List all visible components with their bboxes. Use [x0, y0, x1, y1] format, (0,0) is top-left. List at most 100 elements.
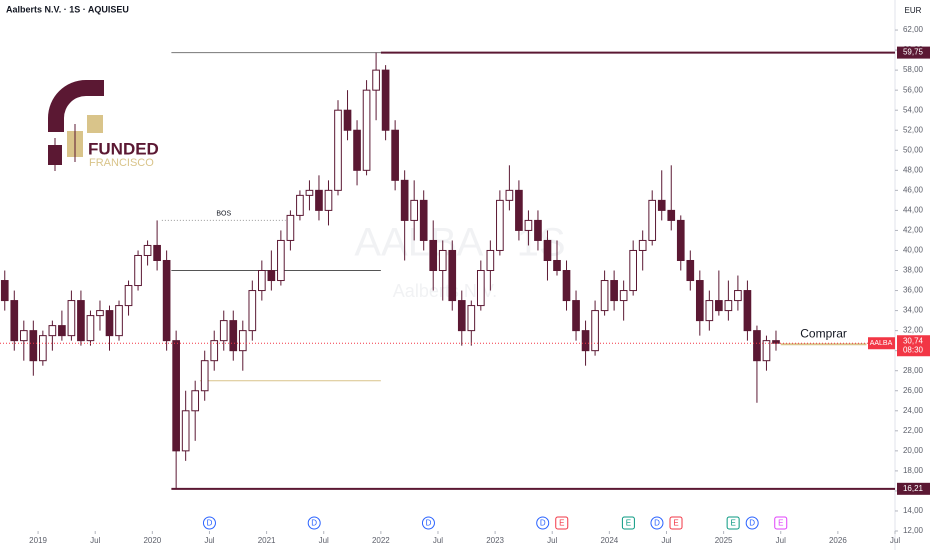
candle-body [210, 340, 219, 362]
candle-body [600, 280, 609, 312]
candle-body [143, 244, 152, 256]
candle-body [753, 330, 761, 362]
x-tick-label: Jul [204, 536, 214, 545]
event-marker [726, 516, 740, 530]
candle-body [448, 249, 457, 302]
y-tick-label: 48,00 [903, 165, 924, 174]
candle-body [96, 310, 104, 317]
candle-body [238, 330, 247, 352]
candle-body [553, 259, 561, 272]
y-tick-label: 40,00 [903, 246, 924, 255]
candle-body [676, 219, 685, 261]
candle-body [0, 280, 9, 302]
candle-body [772, 340, 780, 344]
logo-subtitle: FRANCISCO [89, 157, 154, 169]
logo-title: FUNDED [88, 139, 159, 158]
x-tick-label: Jul [661, 536, 671, 545]
candle-body [648, 199, 657, 241]
logo-block [87, 115, 103, 133]
x-tick-label: Jul [433, 536, 443, 545]
event-label: D [654, 519, 660, 528]
event-label: D [426, 519, 432, 528]
candle-body [486, 249, 495, 272]
candle-body [286, 214, 295, 241]
x-tick-label: 2022 [372, 536, 390, 545]
candle-body [743, 290, 752, 332]
event-marker [421, 516, 435, 530]
candle-body [400, 179, 409, 221]
level-label-box [897, 46, 930, 59]
candle-body [543, 239, 552, 261]
event-marker [536, 516, 550, 530]
candle-body [10, 300, 19, 342]
candle-body [86, 315, 95, 342]
x-tick-label: 2025 [715, 536, 733, 545]
candle-body [305, 189, 314, 196]
candle-body [324, 189, 333, 211]
event-marker [745, 516, 759, 530]
candle-body [496, 199, 504, 251]
watermark-subtitle: Aalberts N.V. [393, 281, 497, 301]
y-tick-label: 52,00 [903, 125, 924, 134]
y-tick-label: 12,00 [903, 526, 924, 535]
candle-body [39, 335, 47, 362]
y-tick-label: 58,00 [903, 65, 924, 74]
candle-body [410, 199, 419, 221]
event-label: E [626, 519, 631, 528]
y-tick-label: 22,00 [903, 426, 924, 435]
y-tick-label: 42,00 [903, 226, 924, 235]
y-tick-label: 24,00 [903, 406, 924, 415]
y-tick-label: 18,00 [903, 466, 924, 475]
y-tick-label: 14,00 [903, 506, 924, 515]
last-price-box [897, 335, 930, 357]
candle-body [67, 300, 76, 337]
event-marker [669, 516, 683, 530]
countdown: 08:30 [903, 345, 924, 354]
candle-body [172, 340, 180, 452]
candle-body [734, 290, 742, 302]
symbol-label: AALBA [870, 340, 893, 347]
candle-body [391, 129, 399, 181]
event-marker [621, 516, 635, 530]
candle-body [667, 209, 676, 221]
candle-body [505, 189, 514, 201]
candle-body [762, 340, 771, 362]
candle-body [591, 310, 599, 352]
last-price-label: 30,74 [903, 336, 924, 345]
watermark: AALBA · 1S [354, 221, 565, 265]
x-tick-label: Jul [890, 536, 900, 545]
candle-body [334, 109, 342, 191]
candle-body [515, 189, 523, 231]
candle-body [153, 244, 161, 261]
currency: EUR [905, 6, 922, 15]
logo-arc [48, 80, 104, 132]
symbol-box [868, 337, 895, 350]
event-marker [774, 516, 788, 530]
event-marker [650, 516, 664, 530]
event-marker [307, 516, 321, 530]
candle-body [629, 249, 637, 292]
y-tick-label: 56,00 [903, 85, 924, 94]
candle-body [372, 69, 380, 91]
candle-body [181, 410, 190, 452]
y-tick-label: 54,00 [903, 105, 924, 114]
candle-body [695, 280, 704, 322]
chart-title: Aalberts N.V. · 1S · AQUISEU [6, 4, 129, 14]
candle-body [581, 330, 590, 352]
x-tick-label: 2020 [143, 536, 161, 545]
candle-body [657, 199, 666, 211]
candle-body [705, 300, 714, 322]
candle-body [534, 219, 542, 241]
level-text: BOS [216, 210, 231, 217]
x-tick-label: 2023 [486, 536, 504, 545]
y-tick-label: 38,00 [903, 266, 924, 275]
event-label: E [730, 519, 735, 528]
level-label: 59,75 [903, 48, 924, 57]
level-label: 16,21 [903, 484, 924, 493]
candle-body [467, 305, 476, 332]
x-tick-label: 2021 [258, 536, 276, 545]
candle-body [619, 290, 628, 302]
